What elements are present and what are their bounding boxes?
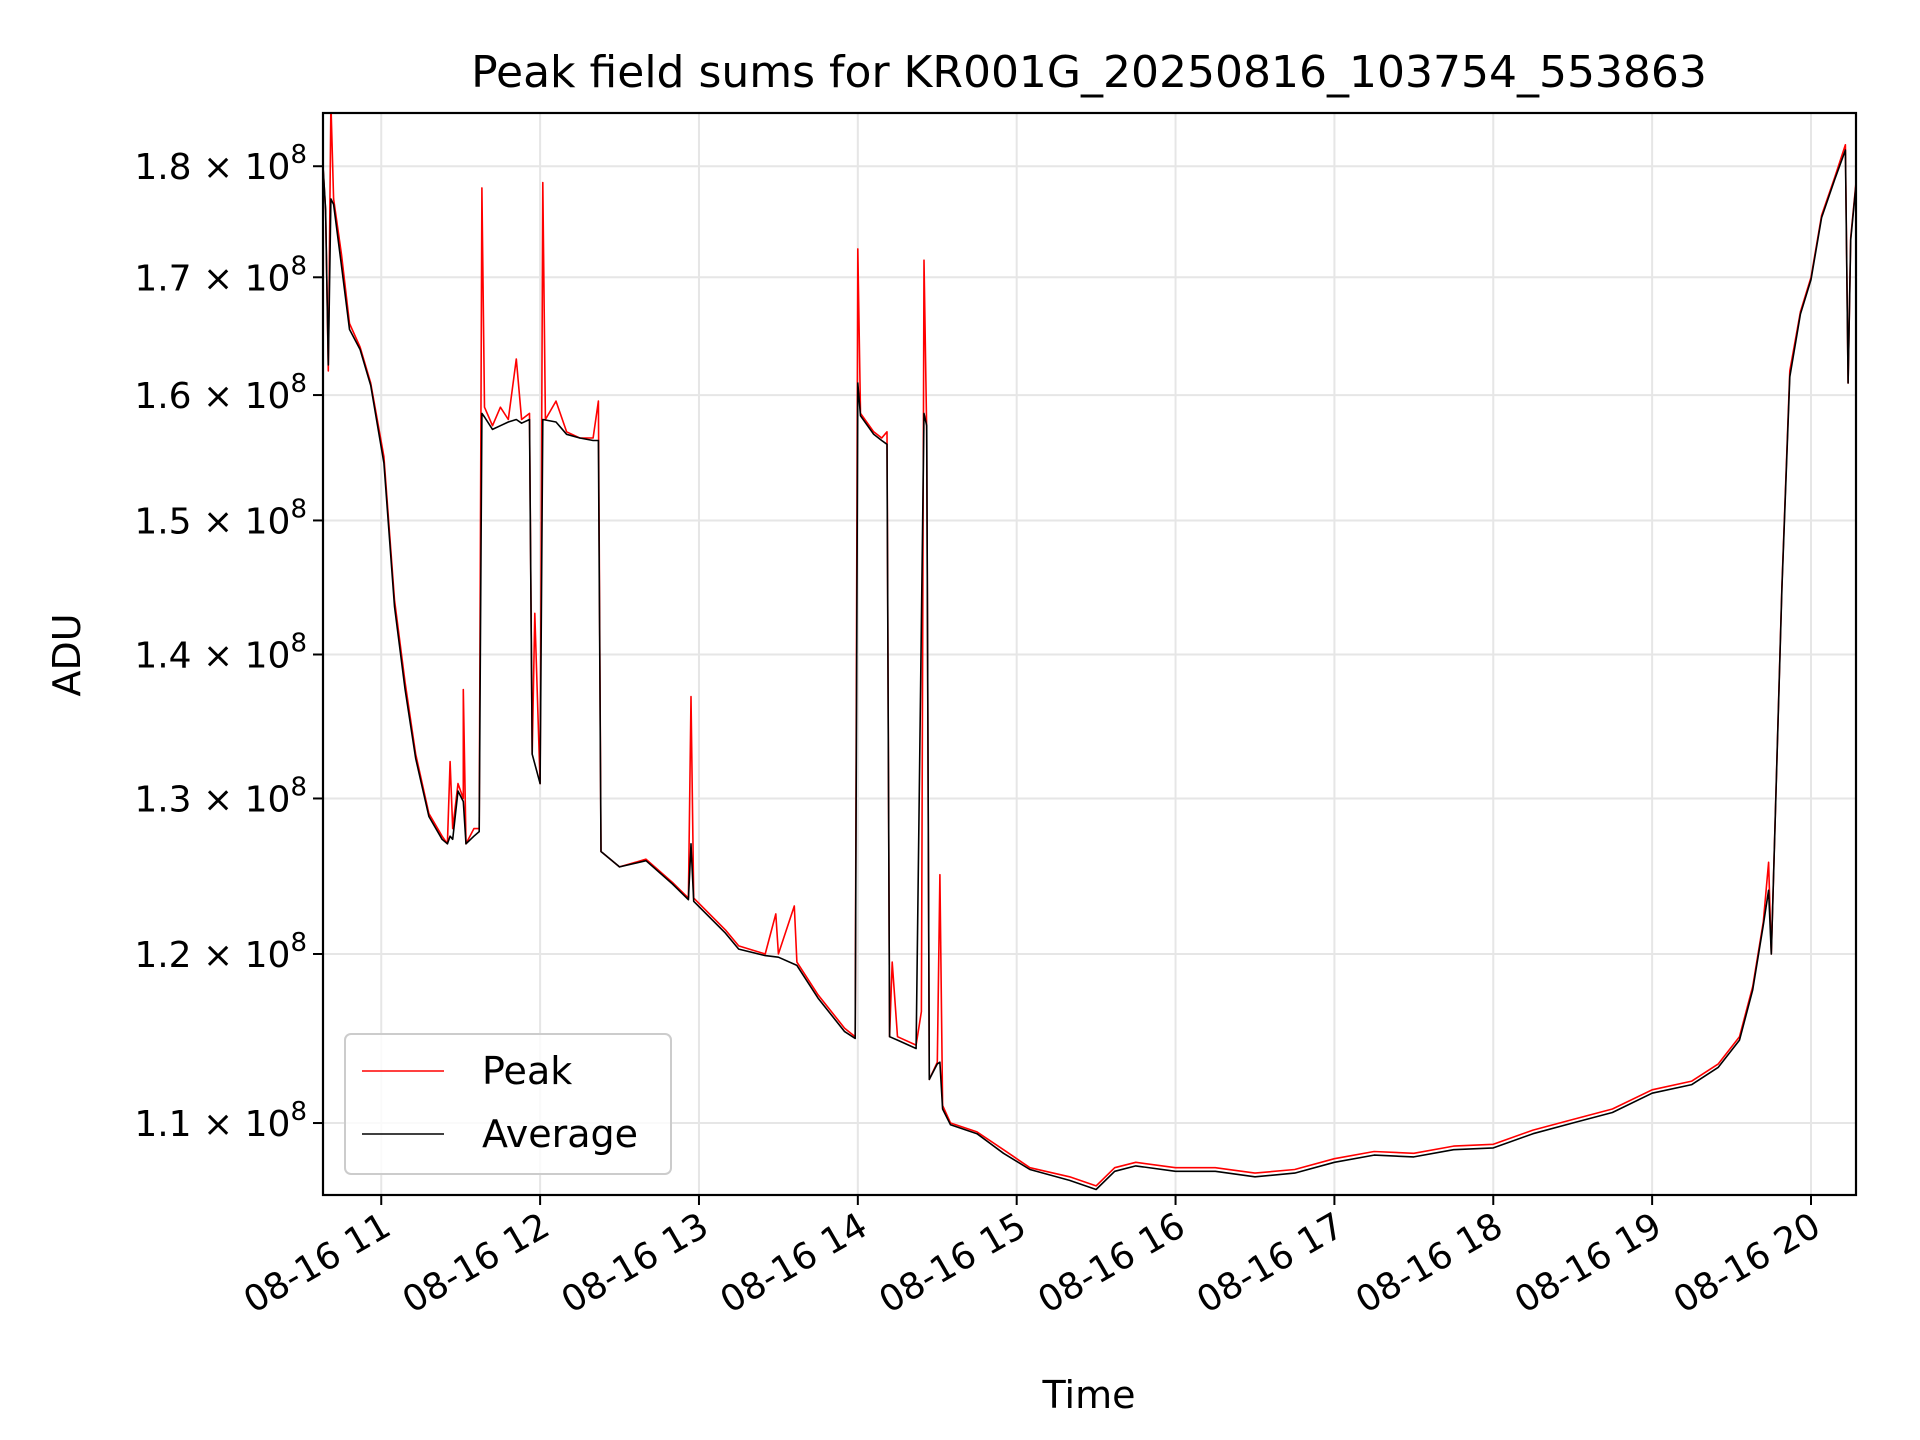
y-axis-label: ADU [45, 613, 89, 696]
y-tick-exponent: 8 [290, 772, 307, 802]
x-axis-label: Time [1042, 1373, 1136, 1417]
y-tick-times-sign: × 10 [192, 376, 291, 417]
y-tick-label: 1.6 × 108 [134, 369, 307, 417]
legend: Peak Average [344, 1033, 672, 1175]
y-tick-exponent: 8 [290, 369, 307, 399]
y-tick-mantissa: 1.5 [134, 501, 191, 542]
y-tick-mantissa: 1.7 [134, 258, 191, 299]
legend-peak-label: Peak [482, 1049, 572, 1093]
y-tick-times-sign: × 10 [192, 635, 291, 676]
y-tick-label: 1.4 × 108 [134, 628, 307, 676]
y-tick-times-sign: × 10 [192, 147, 291, 188]
y-tick-mantissa: 1.2 [134, 935, 191, 976]
y-tick-exponent: 8 [290, 251, 307, 281]
y-tick-times-sign: × 10 [192, 779, 291, 820]
y-tick-times-sign: × 10 [192, 258, 291, 299]
series-layer [323, 113, 1856, 1191]
legend-average-label: Average [482, 1112, 638, 1156]
y-tick-exponent: 8 [290, 140, 307, 170]
y-tick-mantissa: 1.1 [134, 1104, 191, 1145]
y-tick-label: 1.5 × 108 [134, 494, 307, 542]
y-tick-exponent: 8 [290, 494, 307, 524]
y-tick-times-sign: × 10 [192, 501, 291, 542]
y-tick-exponent: 8 [290, 1097, 307, 1127]
chart-title: Peak field sums for KR001G_20250816_1037… [471, 47, 1707, 98]
y-tick-mantissa: 1.6 [134, 376, 191, 417]
y-tick-exponent: 8 [290, 928, 307, 958]
y-tick-mantissa: 1.8 [134, 147, 191, 188]
y-tick-label: 1.2 × 108 [134, 928, 307, 976]
y-tick-label: 1.8 × 108 [134, 140, 307, 188]
y-tick-exponent: 8 [290, 628, 307, 658]
y-tick-times-sign: × 10 [192, 935, 291, 976]
series-line-average [323, 149, 1856, 1191]
y-tick-mantissa: 1.4 [134, 635, 191, 676]
y-tick-label: 1.7 × 108 [134, 251, 307, 299]
y-tick-mantissa: 1.3 [134, 779, 191, 820]
grid [323, 113, 1856, 1195]
y-tick-label: 1.3 × 108 [134, 772, 307, 820]
legend-box [344, 1033, 672, 1175]
y-tick-label: 1.1 × 108 [134, 1097, 307, 1145]
y-tick-times-sign: × 10 [192, 1104, 291, 1145]
series-line-peak [323, 113, 1856, 1187]
